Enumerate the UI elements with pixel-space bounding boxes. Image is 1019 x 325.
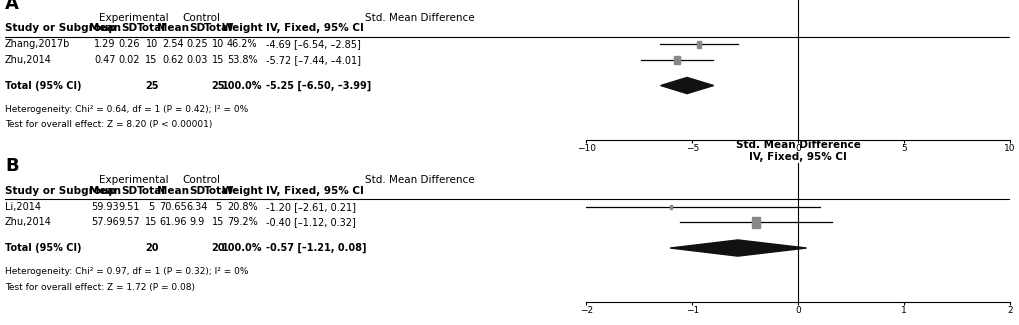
Text: 0.25: 0.25	[185, 39, 208, 49]
Text: Heterogeneity: Chi² = 0.97, df = 1 (P = 0.32); I² = 0%: Heterogeneity: Chi² = 0.97, df = 1 (P = …	[5, 267, 249, 277]
Text: Li,2014: Li,2014	[5, 202, 41, 212]
Text: Total (95% CI): Total (95% CI)	[5, 81, 82, 91]
Text: IV, Fixed, 95% CI: IV, Fixed, 95% CI	[265, 23, 363, 33]
Text: Study or Subgroup: Study or Subgroup	[5, 23, 116, 33]
Text: -0.40 [–1.12, 0.32]: -0.40 [–1.12, 0.32]	[265, 217, 355, 227]
Text: 20.8%: 20.8%	[227, 202, 258, 212]
Text: 46.2%: 46.2%	[227, 39, 258, 49]
Text: 53.8%: 53.8%	[227, 55, 258, 65]
Text: Control: Control	[182, 13, 220, 23]
Text: Zhang,2017b: Zhang,2017b	[5, 39, 70, 49]
Text: Total: Total	[204, 23, 232, 33]
Polygon shape	[669, 240, 806, 256]
Text: 79.2%: 79.2%	[226, 217, 258, 227]
Text: 57.96: 57.96	[91, 217, 119, 227]
Text: Experimental: Experimental	[99, 13, 169, 23]
Text: Mean: Mean	[157, 23, 189, 33]
Text: Total: Total	[137, 23, 166, 33]
Text: -5.72 [–7.44, –4.01]: -5.72 [–7.44, –4.01]	[265, 55, 360, 65]
Title: Std. Mean Difference
IV, Fixed, 95% CI: Std. Mean Difference IV, Fixed, 95% CI	[735, 140, 860, 162]
Text: 15: 15	[146, 55, 158, 65]
Text: 10: 10	[146, 39, 158, 49]
Text: 9.9: 9.9	[190, 217, 205, 227]
Text: Test for overall effect: Z = 1.72 (P = 0.08): Test for overall effect: Z = 1.72 (P = 0…	[5, 283, 195, 292]
Text: 15: 15	[212, 217, 224, 227]
Text: 0.03: 0.03	[186, 55, 208, 65]
Text: 20: 20	[145, 243, 158, 253]
Text: Std. Mean Difference: Std. Mean Difference	[365, 13, 475, 23]
Text: 59.93: 59.93	[91, 202, 119, 212]
Text: -1.20 [–2.61, 0.21]: -1.20 [–2.61, 0.21]	[265, 202, 356, 212]
Text: SD: SD	[121, 186, 137, 196]
Text: 15: 15	[146, 217, 158, 227]
Text: 20: 20	[212, 243, 225, 253]
Text: Zhu,2014: Zhu,2014	[5, 217, 52, 227]
Bar	[674, 56, 679, 64]
Bar	[696, 41, 700, 48]
Text: 9.51: 9.51	[118, 202, 140, 212]
Text: 25: 25	[145, 81, 158, 91]
Text: Total (95% CI): Total (95% CI)	[5, 243, 82, 253]
Text: 0.02: 0.02	[118, 55, 140, 65]
Text: SD: SD	[121, 23, 137, 33]
Bar	[669, 205, 672, 209]
Text: 0.47: 0.47	[95, 55, 116, 65]
Text: Std. Mean Difference: Std. Mean Difference	[365, 176, 475, 186]
Text: 2.54: 2.54	[162, 39, 183, 49]
Text: Weight: Weight	[221, 186, 263, 196]
Text: 0.26: 0.26	[118, 39, 140, 49]
Text: Total: Total	[137, 186, 166, 196]
Text: A: A	[5, 0, 19, 13]
Text: Experimental: Experimental	[99, 176, 169, 186]
Text: 9.57: 9.57	[118, 217, 140, 227]
Text: 25: 25	[212, 81, 225, 91]
Text: IV, Fixed, 95% CI: IV, Fixed, 95% CI	[265, 186, 363, 196]
Text: Heterogeneity: Chi² = 0.64, df = 1 (P = 0.42); I² = 0%: Heterogeneity: Chi² = 0.64, df = 1 (P = …	[5, 105, 248, 114]
Text: SD: SD	[189, 186, 205, 196]
Text: -0.57 [–1.21, 0.08]: -0.57 [–1.21, 0.08]	[265, 243, 366, 253]
Text: 15: 15	[212, 55, 224, 65]
Polygon shape	[660, 77, 713, 94]
Text: B: B	[5, 157, 18, 175]
Text: Mean: Mean	[89, 186, 121, 196]
Text: Total: Total	[204, 186, 232, 196]
Text: Weight: Weight	[221, 23, 263, 33]
Text: Test for overall effect: Z = 8.20 (P < 0.00001): Test for overall effect: Z = 8.20 (P < 0…	[5, 120, 212, 129]
Text: Control: Control	[182, 176, 220, 186]
Text: -5.25 [–6.50, –3.99]: -5.25 [–6.50, –3.99]	[265, 80, 371, 91]
Text: 100.0%: 100.0%	[222, 243, 262, 253]
Text: Study or Subgroup: Study or Subgroup	[5, 186, 116, 196]
Text: Favours [experimental]: Favours [experimental]	[684, 179, 789, 188]
Text: Mean: Mean	[89, 23, 121, 33]
Text: 70.65: 70.65	[159, 202, 186, 212]
Text: 5: 5	[149, 202, 155, 212]
Text: Favours [control]: Favours [control]	[806, 179, 881, 188]
Text: 100.0%: 100.0%	[222, 81, 262, 91]
Text: Mean: Mean	[157, 186, 189, 196]
Text: 1.29: 1.29	[95, 39, 116, 49]
Text: 6.34: 6.34	[186, 202, 208, 212]
Text: 61.96: 61.96	[159, 217, 186, 227]
Text: -4.69 [–6.54, –2.85]: -4.69 [–6.54, –2.85]	[265, 39, 360, 49]
Text: SD: SD	[189, 23, 205, 33]
Text: 10: 10	[212, 39, 224, 49]
Bar	[751, 216, 759, 228]
Text: 0.62: 0.62	[162, 55, 183, 65]
Text: 5: 5	[215, 202, 221, 212]
Text: Zhu,2014: Zhu,2014	[5, 55, 52, 65]
